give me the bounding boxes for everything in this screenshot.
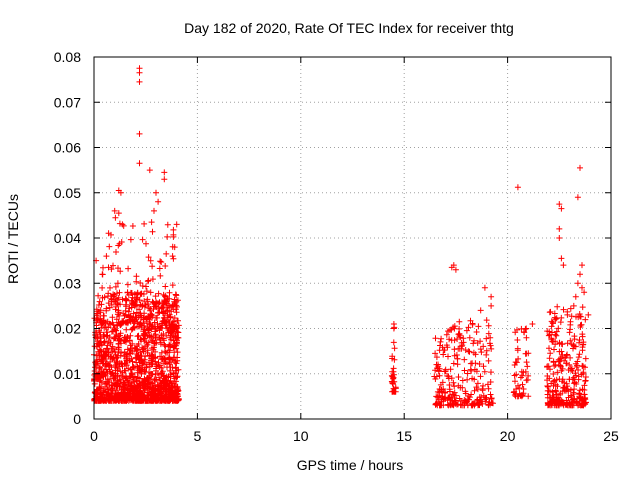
y-tick-label: 0.07 (54, 94, 81, 110)
x-tick-label: 20 (500, 428, 516, 444)
y-tick-label: 0.01 (54, 366, 81, 382)
y-tick-label: 0.08 (54, 49, 81, 65)
chart-title: Day 182 of 2020, Rate Of TEC Index for r… (184, 20, 514, 36)
x-tick-label: 25 (603, 428, 619, 444)
y-tick-label: 0.06 (54, 140, 81, 156)
y-tick-label: 0 (73, 411, 81, 427)
y-axis-label: ROTI / TECUs (5, 194, 21, 284)
y-tick-label: 0.03 (54, 275, 81, 291)
y-tick-label: 0.04 (54, 230, 81, 246)
y-tick-label: 0.05 (54, 185, 81, 201)
x-tick-label: 0 (90, 428, 98, 444)
x-tick-label: 10 (293, 428, 309, 444)
x-tick-label: 15 (396, 428, 412, 444)
points-layer (91, 65, 592, 409)
roti-data-points (91, 65, 592, 409)
plot-frame (93, 56, 612, 420)
grid-layer (94, 57, 611, 419)
x-tick-label: 5 (194, 428, 202, 444)
y-tick-label: 0.02 (54, 321, 81, 337)
x-axis-label: GPS time / hours (297, 457, 404, 473)
ticks-layer: 0 5 10 15 20 25 0 0.01 0.02 0.03 0.04 0.05 0.06 0.07 0… (54, 49, 619, 444)
